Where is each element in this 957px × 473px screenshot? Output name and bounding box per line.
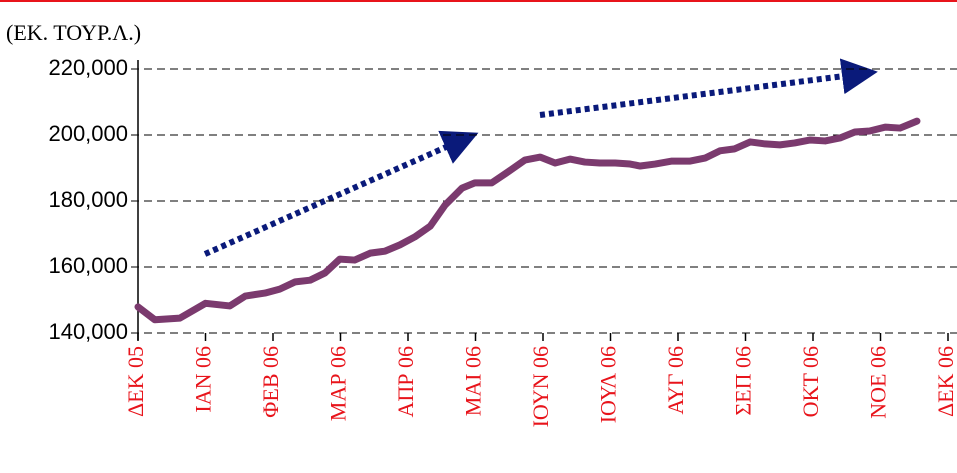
trend-arrow [539, 58, 878, 118]
x-tick-label: ΣΕΠ 06 [731, 346, 756, 416]
x-tick-label: ΑΠΡ 06 [393, 346, 418, 418]
unit-label: (ΕΚ. ΤΟΥΡ.Λ.) [6, 20, 141, 45]
y-tick-label: 200,000 [48, 121, 128, 146]
x-tick-label: ΙΑΝ 06 [191, 346, 216, 413]
x-tick-label: ΔΕΚ 05 [123, 346, 148, 417]
x-tick-label: ΑΥΓ 06 [663, 346, 688, 415]
y-tick-label: 180,000 [48, 187, 128, 212]
y-tick-label: 160,000 [48, 253, 128, 278]
x-tick-label: ΝΟΕ 06 [866, 346, 891, 419]
x-tick-label: ΙΟΥΛ 06 [596, 346, 621, 423]
x-tick-label: ΙΟΥΝ 06 [528, 346, 553, 427]
y-tick-label: 220,000 [48, 55, 128, 80]
x-tick-label: ΦΕΒ 06 [258, 346, 283, 418]
trend-arrow [203, 130, 479, 257]
x-tick-label: ΔΕΚ 06 [933, 346, 957, 417]
x-tick-label: ΜΑΙ 06 [461, 346, 486, 416]
data-line [134, 117, 921, 324]
x-tick-label: ΟΚΤ 06 [798, 346, 823, 417]
x-tick-label: ΜΑΡ 06 [326, 346, 351, 421]
y-tick-label: 140,000 [48, 319, 128, 344]
